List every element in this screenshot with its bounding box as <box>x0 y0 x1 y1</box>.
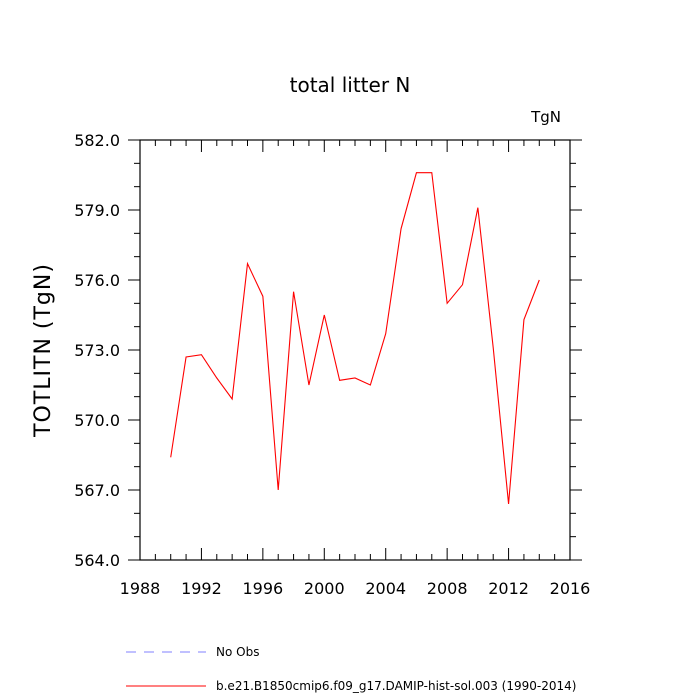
x-tick-label: 2000 <box>304 579 345 598</box>
y-tick-label: 582.0 <box>74 131 120 150</box>
units-label: TgN <box>530 108 561 126</box>
x-tick-label: 1996 <box>242 579 283 598</box>
y-tick-label: 564.0 <box>74 551 120 570</box>
y-tick-label: 567.0 <box>74 481 120 500</box>
series-line <box>170 172 540 505</box>
y-tick-label: 576.0 <box>74 271 120 290</box>
x-tick-label: 1988 <box>120 579 161 598</box>
plot-frame <box>139 139 571 561</box>
y-axis-title: TOTLITN (TgN) <box>31 263 56 438</box>
x-tick-label: 2016 <box>550 579 591 598</box>
axis-ticks: 1988 1992 1996 2000 2004 2008 2012 2016 564.0 567… <box>74 131 590 598</box>
x-tick-label: 2004 <box>365 579 406 598</box>
y-tick-label: 570.0 <box>74 411 120 430</box>
legend: No Obs b.e21.B1850cmip6.f09_g17.DAMIP-his… <box>126 645 576 693</box>
y-tick-label: 579.0 <box>74 201 120 220</box>
x-tick-label: 1992 <box>181 579 222 598</box>
y-tick-label: 573.0 <box>74 341 120 360</box>
x-tick-label: 2008 <box>427 579 468 598</box>
x-tick-label: 2012 <box>488 579 529 598</box>
legend-label: No Obs <box>216 645 259 659</box>
legend-label: b.e21.B1850cmip6.f09_g17.DAMIP-hist-sol.… <box>216 679 576 693</box>
chart-title: total litter N <box>290 73 411 97</box>
series-layer <box>170 172 540 505</box>
